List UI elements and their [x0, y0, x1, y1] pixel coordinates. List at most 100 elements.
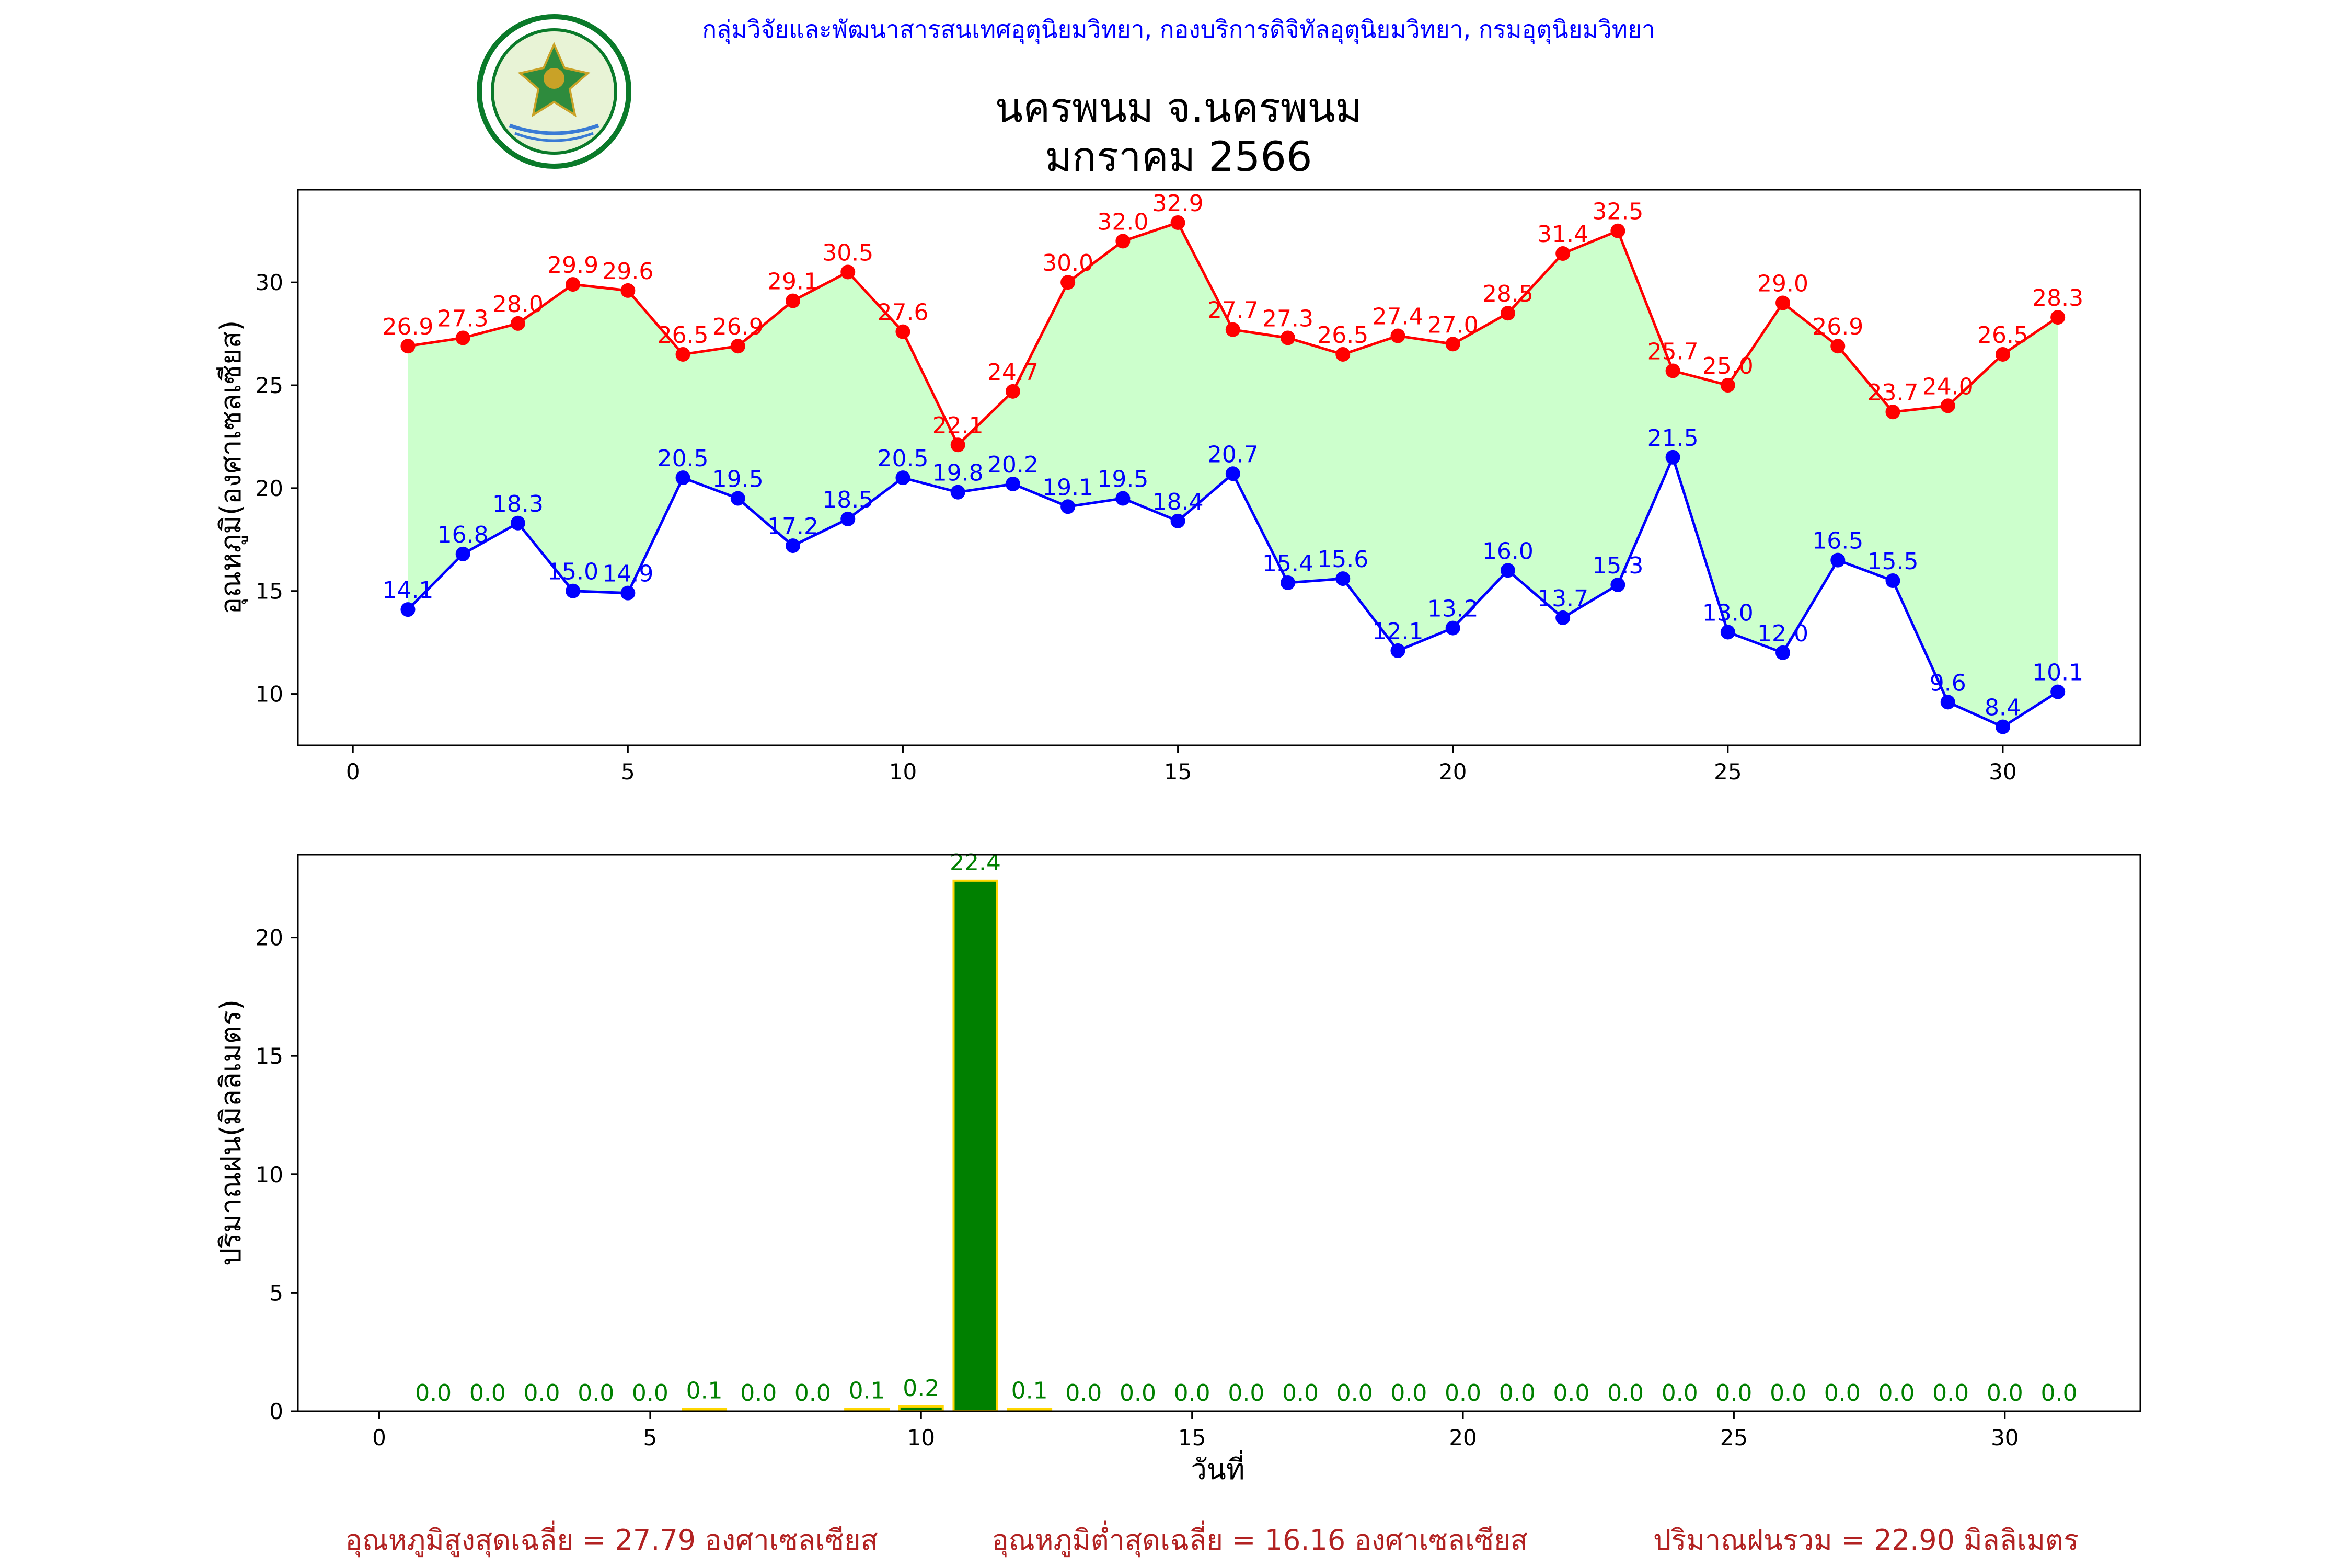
min-temp-data-label: 15.3	[1592, 552, 1643, 579]
rainfall-data-label: 0.0	[1336, 1380, 1373, 1406]
rainfall-data-label: 22.4	[950, 849, 1001, 876]
temperature-x-tick-label: 5	[621, 759, 635, 785]
rainfall-x-tick-label: 10	[907, 1425, 935, 1450]
min-temp-point	[510, 515, 525, 531]
min-temp-point	[1115, 491, 1131, 506]
min-temp-data-label: 16.0	[1482, 538, 1534, 564]
max-temp-data-label: 28.3	[2032, 285, 2083, 312]
rainfall-chart: 0.0 0.0 0.0 0.0 0.0 0.1 0.0 0.0 0.1 0.2 22.4 0.1 0.0…	[214, 849, 2141, 1486]
max-temp-point	[1335, 347, 1351, 362]
max-temp-data-label: 28.5	[1482, 281, 1534, 307]
rainfall-plot-frame	[297, 854, 2141, 1412]
max-temp-data-label: 27.0	[1427, 312, 1479, 338]
max-temp-data-label: 29.6	[602, 258, 653, 285]
min-temp-data-label: 15.6	[1317, 546, 1368, 573]
rainfall-data-label: 0.0	[1120, 1380, 1156, 1406]
min-temp-point	[1445, 620, 1460, 636]
min-temp-point	[2050, 684, 2066, 699]
min-temp-point	[400, 602, 416, 617]
temperature-x-tick-label: 0	[346, 759, 360, 785]
min-temp-data-label: 19.5	[1097, 466, 1148, 493]
max-temp-point	[786, 293, 801, 308]
rainfall-data-label: 0.0	[469, 1380, 506, 1406]
rainfall-x-tick-label: 25	[1720, 1425, 1748, 1450]
max-temp-point	[1500, 306, 1515, 321]
rainfall-data-label: 0.0	[1065, 1380, 1102, 1406]
rainfall-x-tick-label: 5	[643, 1425, 658, 1450]
min-temp-point	[675, 470, 690, 486]
rainfall-data-label: 0.0	[1445, 1380, 1481, 1406]
rainfall-x-tick-label: 30	[1991, 1425, 2019, 1450]
rainfall-data-label: 0.0	[1390, 1380, 1427, 1406]
rainfall-y-tick-label: 20	[256, 925, 283, 951]
min-temp-point	[566, 583, 581, 598]
rainfall-data-label: 0.0	[2040, 1380, 2077, 1406]
min-temp-point	[895, 470, 910, 486]
org-line: กลุ่มวิจัยและพัฒนาสารสนเทศอุตุนิยมวิทยา,…	[702, 15, 1655, 44]
max-temp-point	[510, 316, 525, 331]
max-temp-point	[1885, 405, 1900, 420]
min-temp-data-label: 19.8	[932, 460, 984, 487]
min-temp-point	[1005, 476, 1020, 491]
min-temp-point	[620, 585, 636, 601]
max-temp-data-label: 23.7	[1867, 379, 1919, 406]
max-temp-data-label: 27.3	[1262, 305, 1313, 332]
max-temp-point	[455, 330, 470, 345]
max-temp-data-label: 30.0	[1042, 250, 1093, 276]
max-temp-data-label: 32.9	[1152, 190, 1204, 217]
min-temp-point	[1335, 571, 1351, 586]
rainfall-y-tick-label: 10	[256, 1162, 283, 1187]
temperature-y-tick-label: 30	[256, 270, 283, 295]
min-temp-data-label: 21.5	[1647, 425, 1699, 452]
max-temp-point	[1170, 215, 1185, 230]
rainfall-x-axis-label: วันที่	[1191, 1450, 1245, 1486]
max-temp-point	[1555, 246, 1571, 261]
rainfall-data-label: 0.0	[415, 1380, 452, 1406]
max-temp-data-label: 27.7	[1207, 297, 1259, 324]
min-temp-data-label: 13.7	[1537, 585, 1588, 612]
rainfall-y-axis-label: ปริมาณฝน(มิลลิเมตร)	[214, 999, 247, 1266]
min-temp-data-label: 20.5	[658, 445, 709, 472]
max-temp-data-label: 29.9	[547, 252, 598, 279]
rainfall-data-label: 0.0	[1715, 1380, 1752, 1406]
temperature-x-tick-label: 20	[1439, 759, 1467, 785]
chart-title-month: มกราคม 2566	[1045, 134, 1312, 181]
rainfall-y-tick-label: 15	[256, 1043, 283, 1069]
temperature-x-tick-label: 10	[889, 759, 917, 785]
min-temp-point	[786, 538, 801, 554]
min-temp-point	[840, 511, 856, 526]
temperature-y-tick-label: 20	[256, 476, 283, 501]
rainfall-data-label: 0.0	[1770, 1380, 1806, 1406]
min-temp-point	[1170, 513, 1185, 528]
min-temp-data-label: 17.2	[767, 513, 818, 540]
min-temp-data-label: 18.5	[822, 487, 873, 513]
min-temp-data-label: 12.1	[1372, 618, 1423, 645]
max-temp-data-label: 29.1	[767, 269, 818, 295]
min-temp-point	[1720, 625, 1735, 640]
min-temp-point	[950, 485, 965, 500]
max-temp-data-label: 24.7	[987, 359, 1039, 386]
max-temp-data-label: 31.4	[1537, 221, 1588, 248]
min-temp-point	[1500, 563, 1515, 578]
min-temp-point	[1665, 449, 1680, 465]
footer-avg-max: อุณหภูมิสูงสุดเฉลี่ย = 27.79 องศาเซลเซีย…	[345, 1520, 878, 1558]
max-temp-point	[1665, 363, 1680, 378]
max-temp-point	[675, 347, 690, 362]
rainfall-data-label: 0.0	[1607, 1380, 1644, 1406]
min-temp-data-label: 18.4	[1152, 489, 1204, 515]
rainfall-data-label: 0.0	[632, 1380, 668, 1406]
max-temp-data-label: 29.0	[1757, 271, 1808, 297]
rainfall-data-label: 0.2	[903, 1375, 939, 1402]
temperature-x-tick-label: 15	[1164, 759, 1192, 785]
max-temp-point	[895, 324, 910, 339]
max-temp-point	[1060, 275, 1076, 290]
max-temp-data-label: 26.9	[382, 314, 433, 340]
max-temp-data-label: 26.9	[1812, 314, 1863, 340]
max-temp-point	[840, 264, 856, 280]
temperature-range-fill	[408, 222, 2058, 727]
rainfall-data-label: 0.0	[578, 1380, 614, 1406]
rainfall-data-label: 0.0	[1553, 1380, 1589, 1406]
min-temp-point	[1390, 643, 1405, 658]
